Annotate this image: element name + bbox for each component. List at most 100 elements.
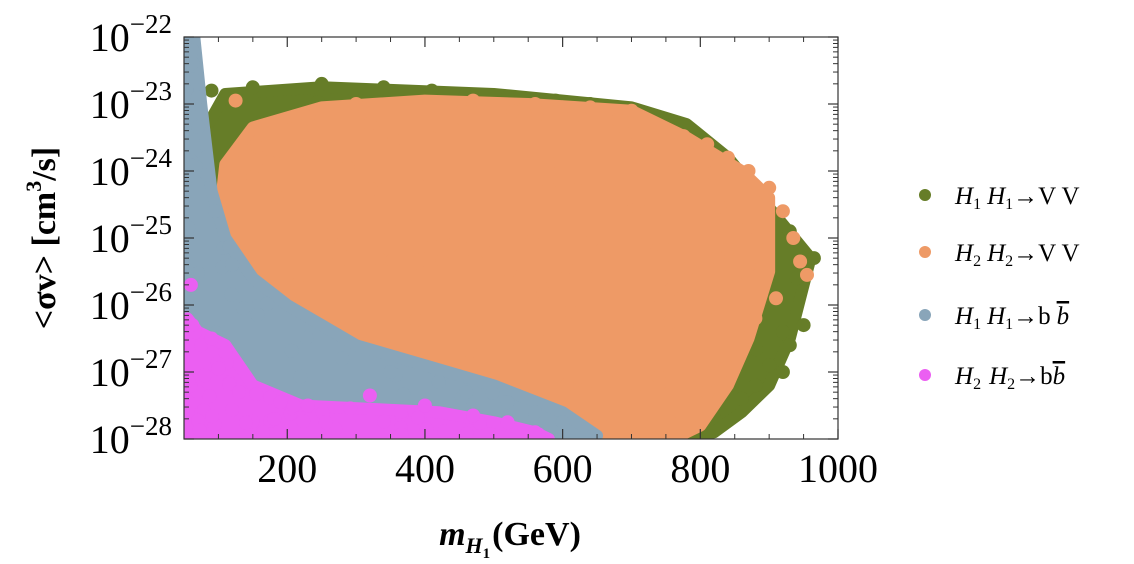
data-point bbox=[500, 395, 515, 410]
x-axis-title-sub1: H bbox=[465, 533, 484, 558]
data-point bbox=[748, 311, 763, 326]
data-point bbox=[758, 230, 773, 245]
data-point bbox=[610, 113, 625, 127]
x-axis-title: mH1(GeV) bbox=[439, 516, 581, 562]
data-point bbox=[409, 312, 423, 327]
data-point bbox=[570, 182, 585, 197]
legend-marker bbox=[919, 246, 931, 258]
data-point bbox=[653, 375, 668, 390]
data-point bbox=[672, 405, 687, 420]
legend-particle-a: H bbox=[954, 363, 975, 390]
data-point bbox=[269, 189, 284, 204]
legend-marker bbox=[919, 189, 931, 201]
data-point bbox=[748, 378, 763, 393]
data-point bbox=[775, 324, 790, 339]
data-point bbox=[559, 260, 574, 275]
data-point bbox=[194, 338, 209, 353]
data-point bbox=[775, 365, 790, 379]
legend-subscript-b: 2 bbox=[1007, 376, 1015, 393]
data-point bbox=[246, 170, 260, 185]
data-point bbox=[444, 238, 459, 253]
y-axis-title-unit: /s] bbox=[26, 147, 63, 182]
data-point bbox=[330, 256, 345, 271]
data-point bbox=[560, 377, 574, 392]
data-point bbox=[739, 221, 754, 236]
data-point bbox=[419, 422, 434, 437]
legend-subscript-b: 1 bbox=[1005, 196, 1013, 213]
data-point bbox=[459, 385, 474, 400]
legend-particle-a: H bbox=[954, 240, 975, 267]
x-tick-label: 600 bbox=[533, 446, 593, 491]
x-tick-label: 1000 bbox=[798, 446, 878, 491]
data-point bbox=[184, 277, 198, 292]
data-point bbox=[411, 410, 425, 425]
data-point bbox=[224, 287, 239, 302]
legend-arrow: → bbox=[1013, 303, 1038, 330]
data-point bbox=[296, 414, 311, 429]
legend-subscript-a: 2 bbox=[973, 253, 981, 270]
data-point bbox=[800, 267, 814, 282]
legend-particle-b: H bbox=[986, 303, 1007, 330]
data-point bbox=[204, 83, 219, 98]
data-point bbox=[762, 180, 777, 195]
data-point bbox=[463, 344, 478, 359]
data-point bbox=[324, 227, 339, 241]
data-point bbox=[624, 425, 639, 439]
data-point bbox=[225, 402, 240, 417]
data-point bbox=[555, 100, 570, 115]
data-point bbox=[525, 234, 539, 249]
data-point bbox=[260, 296, 274, 311]
data-point bbox=[663, 314, 677, 329]
legend-arrow: → bbox=[1013, 240, 1038, 267]
legend-final-bar: b bbox=[1053, 363, 1066, 390]
legend-final: V V bbox=[1038, 183, 1079, 210]
y-tick-label: 10−28 bbox=[90, 411, 172, 462]
data-point bbox=[645, 418, 660, 433]
legend-final: b bbox=[1038, 303, 1051, 330]
data-point bbox=[607, 254, 621, 269]
data-point bbox=[202, 389, 217, 404]
data-point bbox=[710, 250, 725, 265]
data-point bbox=[701, 300, 715, 315]
data-point bbox=[657, 241, 672, 256]
data-point bbox=[334, 239, 348, 253]
data-point bbox=[245, 80, 260, 95]
data-point bbox=[376, 124, 391, 139]
data-point bbox=[387, 133, 402, 148]
data-point bbox=[583, 100, 598, 115]
data-point bbox=[712, 199, 727, 214]
data-point bbox=[577, 382, 592, 397]
data-point bbox=[586, 428, 601, 439]
legend-particle-b: H bbox=[986, 240, 1007, 267]
data-point bbox=[578, 261, 593, 276]
data-point bbox=[624, 103, 639, 118]
data-point bbox=[455, 104, 470, 119]
data-point bbox=[793, 254, 808, 269]
legend-item: H1 H1→V V bbox=[919, 183, 1080, 213]
data-point bbox=[277, 145, 292, 160]
data-point bbox=[204, 331, 219, 346]
data-point bbox=[632, 193, 646, 208]
legend: H1 H1→V V H2 H2→V V H1 H1→b b H2 H2→bb bbox=[919, 183, 1080, 393]
data-point bbox=[528, 425, 543, 439]
data-point bbox=[585, 232, 600, 247]
legend-arrow: → bbox=[1015, 363, 1040, 390]
data-point bbox=[705, 166, 720, 181]
data-point bbox=[528, 97, 543, 111]
data-point bbox=[184, 220, 196, 235]
data-point bbox=[218, 344, 233, 359]
legend-final: V V bbox=[1038, 240, 1079, 267]
data-point bbox=[249, 387, 264, 402]
data-point bbox=[192, 423, 207, 437]
data-point bbox=[425, 239, 440, 254]
x-tick-label: 200 bbox=[257, 446, 317, 491]
legend-item: H1 H1→b b bbox=[919, 303, 1069, 333]
data-point bbox=[424, 83, 439, 98]
data-point bbox=[387, 199, 402, 214]
y-tick-label: 10−25 bbox=[90, 210, 172, 261]
data-point bbox=[528, 405, 543, 420]
data-point bbox=[681, 261, 696, 275]
data-point bbox=[542, 156, 557, 171]
